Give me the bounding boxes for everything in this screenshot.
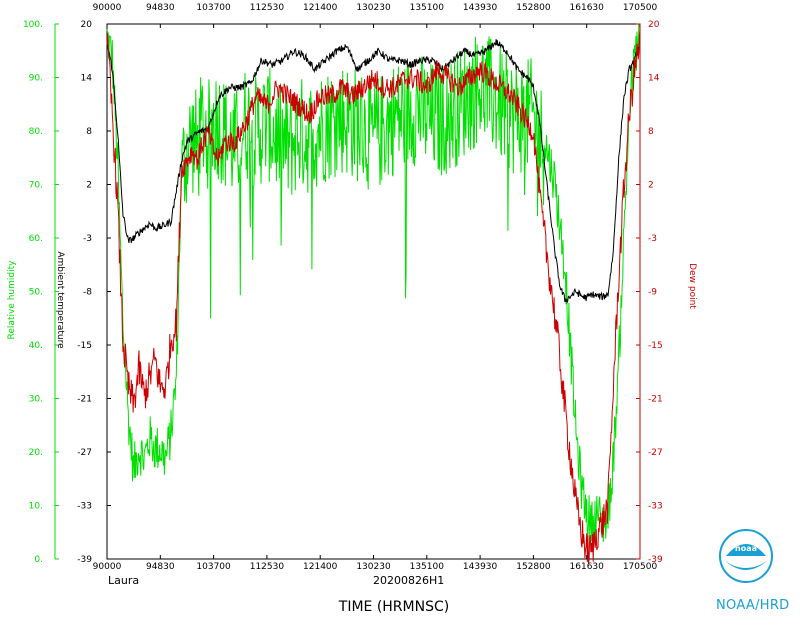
- rh-tick-label: 100.: [23, 20, 43, 30]
- x-tick-label-top: 130230: [356, 3, 391, 13]
- series-line-dew-point: [106, 28, 641, 564]
- noaa-logo-icon: noaa: [719, 529, 773, 583]
- x-tick-label-top: 112530: [250, 3, 285, 13]
- dew-tick-label: 2: [648, 181, 654, 191]
- x-tick-label: 135100: [410, 562, 445, 572]
- x-tick-label: 143930: [463, 562, 498, 572]
- dew-axis-label: Dew point: [687, 263, 697, 309]
- x-tick-label-top: 143930: [463, 3, 498, 13]
- x-tick-label: 112530: [250, 562, 285, 572]
- dew-tick-label: -3: [648, 234, 657, 244]
- x-tick-label-top: 161630: [570, 3, 605, 13]
- x-tick-label-top: 170500: [623, 3, 658, 13]
- temp-tick-label: 14: [81, 74, 93, 84]
- x-tick-label: 90000: [93, 562, 122, 572]
- x-tick-label-top: 94830: [146, 3, 175, 13]
- dew-tick-label: -33: [648, 502, 663, 512]
- dew-tick-label: -27: [648, 448, 663, 458]
- x-tick-label: 161630: [570, 562, 605, 572]
- x-tick-label-top: 90000: [93, 3, 122, 13]
- ticks-layer: 90000 90000 94830 94830 103700 103700 112530 11…: [23, 3, 663, 572]
- series-line-relative-humidity: [106, 23, 641, 546]
- temp-tick-label: -27: [77, 448, 92, 458]
- temp-tick-label: -21: [77, 395, 92, 405]
- rh-tick-label: 30.: [29, 395, 43, 405]
- temp-tick-label: 20: [81, 20, 93, 30]
- rh-tick-label: 80.: [29, 127, 43, 137]
- x-tick-label-top: 135100: [410, 3, 445, 13]
- org-label: NOAA/HRD: [716, 598, 790, 613]
- dew-tick-label: 20: [648, 20, 660, 30]
- x-tick-label: 121400: [303, 562, 338, 572]
- x-tick-label-top: 152800: [516, 3, 551, 13]
- temp-tick-label: -3: [83, 234, 92, 244]
- temp-tick-label: 8: [86, 127, 92, 137]
- rh-tick-label: 50.: [29, 288, 43, 298]
- x-tick-label: 170500: [623, 562, 658, 572]
- dew-tick-label: 8: [648, 127, 654, 137]
- plot-frame: [106, 23, 641, 560]
- dew-tick-label: -9: [648, 288, 657, 298]
- logo-text: noaa: [735, 544, 757, 553]
- x-tick-label: 152800: [516, 562, 551, 572]
- x-tick-label: 130230: [356, 562, 391, 572]
- temp-tick-label: -33: [77, 502, 92, 512]
- dew-tick-label: -21: [648, 395, 663, 405]
- rh-tick-label: 40.: [29, 341, 43, 351]
- temp-tick-label: -15: [77, 341, 92, 351]
- temp-axis-label: Ambient temperature: [55, 251, 65, 349]
- x-tick-label-top: 103700: [196, 3, 231, 13]
- rh-tick-label: 70.: [29, 181, 43, 191]
- rh-tick-label: 10.: [29, 502, 43, 512]
- rh-tick-label: 20.: [29, 448, 43, 458]
- dew-tick-label: -15: [648, 341, 663, 351]
- x-tick-label-top: 121400: [303, 3, 338, 13]
- x-tick-label: 103700: [196, 562, 231, 572]
- dew-tick-label: -39: [648, 555, 663, 565]
- series-line-ambient-temperature: [106, 39, 641, 304]
- flight-label: 20200826H1: [373, 574, 444, 587]
- temp-tick-label: 2: [86, 181, 92, 191]
- rh-tick-label: 90.: [29, 74, 43, 84]
- x-axis-title: TIME (HRMNSC): [338, 599, 449, 615]
- dew-tick-label: 14: [648, 74, 660, 84]
- rh-tick-label: 0.: [34, 555, 43, 565]
- temp-tick-label: -8: [83, 288, 92, 298]
- temp-tick-label: -39: [77, 555, 92, 565]
- x-tick-label: 94830: [146, 562, 175, 572]
- series-layer: [106, 23, 641, 564]
- rh-axis-label: Relative humidity: [7, 260, 17, 340]
- rh-tick-label: 60.: [29, 234, 43, 244]
- storm-label: Laura: [108, 574, 139, 587]
